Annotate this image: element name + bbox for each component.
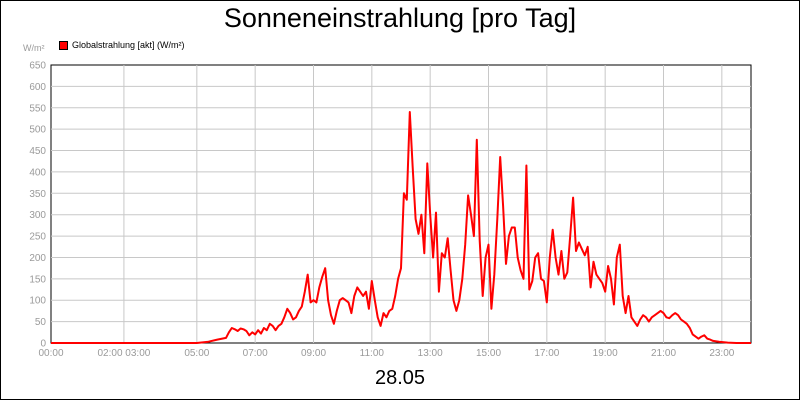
x-tick-label: 09:00 (301, 348, 326, 359)
legend-label: Globalstrahlung [akt] (W/m²) (72, 40, 185, 50)
y-tick-label: 150 (29, 274, 46, 285)
y-tick-label: 0 (40, 339, 46, 350)
y-tick-label: 600 (29, 82, 46, 93)
x-tick-label: 17:00 (534, 348, 559, 359)
x-tick-label: 19:00 (593, 348, 618, 359)
x-tick-labels: 00:00 02:00 03:00 05:00 07:00 09:00 11:00 13:0… (38, 348, 734, 359)
y-tick-label: 300 (29, 210, 46, 221)
y-tick-label: 650 (29, 61, 46, 72)
x-tick-label: 05:00 (184, 348, 209, 359)
y-tick-label: 50 (35, 317, 47, 328)
x-tick-label: 13:00 (418, 348, 443, 359)
legend-swatch (59, 40, 68, 50)
y-tick-label: 250 (29, 232, 46, 243)
y-tick-label: 500 (29, 125, 46, 136)
chart-title: Sonneneinstrahlung [pro Tag] (223, 3, 577, 33)
x-tick-label: 15:00 (476, 348, 501, 359)
x-tick-label: 11:00 (360, 348, 385, 359)
y-tick-labels: 0 50 100 150 200 250 300 350 400 450 500 550 600 650 (29, 61, 46, 350)
x-tick-label: 23:00 (709, 348, 734, 359)
x-tick-label: 00:00 (38, 348, 63, 359)
y-tick-label: 550 (29, 103, 46, 114)
y-tick-label: 200 (29, 253, 46, 264)
plot-background (50, 64, 752, 344)
y-tick-label: 100 (29, 296, 46, 307)
x-tick-label: 02:00 03:00 (98, 348, 151, 359)
x-tick-label: 21:00 (651, 348, 676, 359)
x-tick-label: 07:00 (243, 348, 268, 359)
series-line-globalstrahlung (51, 111, 751, 344)
y-tick-label: 450 (29, 146, 46, 157)
y-tick-label: 400 (29, 167, 46, 178)
x-axis-date-label: 28.05 (374, 367, 426, 389)
y-axis-unit-label: W/m² (23, 43, 45, 53)
y-tick-label: 350 (29, 189, 46, 200)
legend: Globalstrahlung [akt] (W/m²) (59, 40, 185, 50)
